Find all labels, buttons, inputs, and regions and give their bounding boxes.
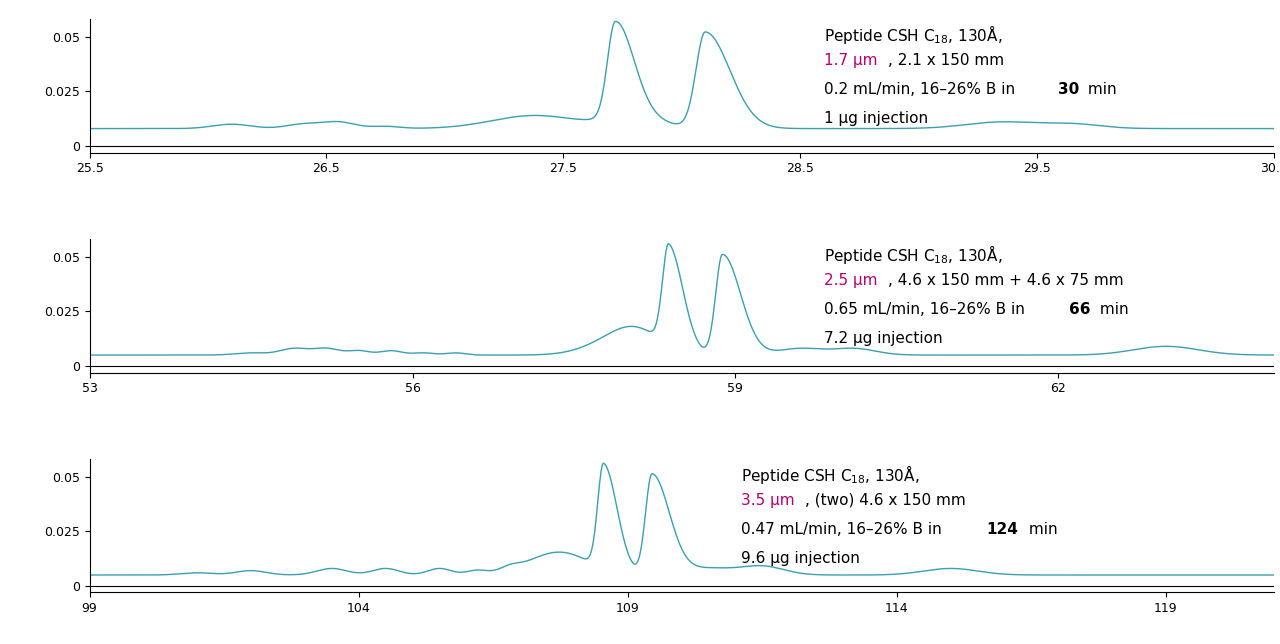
- Text: , 4.6 x 150 mm + 4.6 x 75 mm: , 4.6 x 150 mm + 4.6 x 75 mm: [887, 272, 1123, 288]
- Text: 124: 124: [986, 522, 1018, 537]
- Text: Peptide CSH C$_{18}$, 130Å,: Peptide CSH C$_{18}$, 130Å,: [741, 463, 919, 486]
- Text: 0.2 mL/min, 16–26% B in: 0.2 mL/min, 16–26% B in: [824, 82, 1020, 97]
- Text: 30: 30: [1057, 82, 1079, 97]
- Text: , (two) 4.6 x 150 mm: , (two) 4.6 x 150 mm: [805, 493, 965, 507]
- Text: 1.7 μm: 1.7 μm: [824, 53, 877, 68]
- Text: 66: 66: [1069, 302, 1091, 317]
- Text: 0.47 mL/min, 16–26% B in: 0.47 mL/min, 16–26% B in: [741, 522, 946, 537]
- Text: , 2.1 x 150 mm: , 2.1 x 150 mm: [887, 53, 1004, 68]
- Text: 3.5 μm: 3.5 μm: [741, 493, 795, 507]
- Text: min: min: [1094, 302, 1129, 317]
- Text: min: min: [1024, 522, 1057, 537]
- Text: 0.65 mL/min, 16–26% B in: 0.65 mL/min, 16–26% B in: [824, 302, 1029, 317]
- Text: min: min: [1083, 82, 1116, 97]
- Text: 7.2 μg injection: 7.2 μg injection: [824, 331, 942, 346]
- Text: 2.5 μm: 2.5 μm: [824, 272, 877, 288]
- Text: 1 μg injection: 1 μg injection: [824, 111, 928, 126]
- Text: Peptide CSH C$_{18}$, 130Å,: Peptide CSH C$_{18}$, 130Å,: [824, 243, 1002, 266]
- Text: 9.6 μg injection: 9.6 μg injection: [741, 551, 860, 566]
- Text: Peptide CSH C$_{18}$, 130Å,: Peptide CSH C$_{18}$, 130Å,: [824, 23, 1002, 46]
